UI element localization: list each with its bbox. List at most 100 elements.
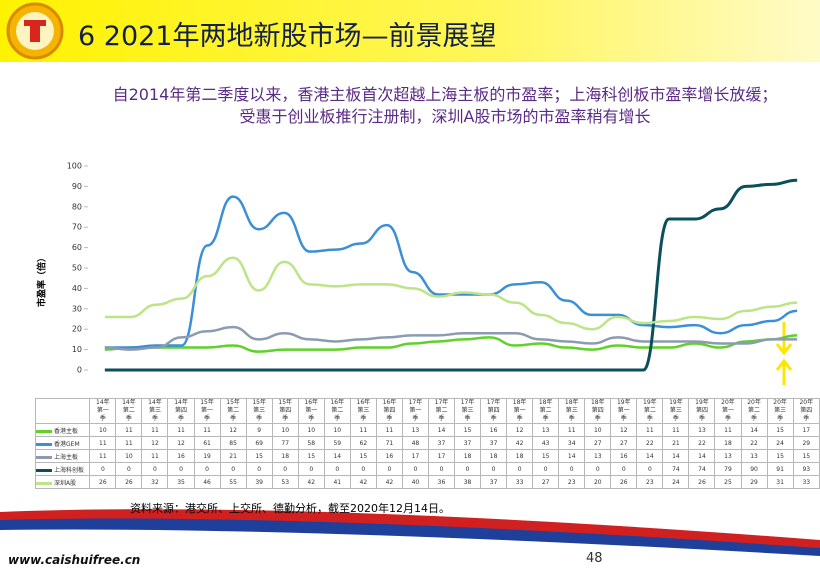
- table-value: 79: [714, 462, 742, 476]
- x-tick-label: 20年第三季: [766, 398, 794, 424]
- y-tick-label: 90: [72, 182, 82, 191]
- x-tick-label: 16年第三季: [349, 398, 377, 424]
- table-value: 43: [532, 436, 560, 450]
- header-bar: [0, 0, 820, 62]
- table-value: 9: [245, 423, 273, 437]
- table-value: 37: [427, 436, 456, 450]
- table-value: 33: [506, 475, 534, 489]
- y-tick-label: 60: [72, 243, 82, 252]
- table-value: 11: [115, 423, 143, 437]
- table-value: 13: [714, 449, 742, 463]
- series-line: [104, 256, 798, 331]
- table-row: 香港GEM 11 11 12 12 61 85 69 77 58 59 62 71 48 37 37 37 42 4…: [34, 436, 820, 450]
- legend-entry: 上海科创板: [34, 462, 91, 476]
- table-value: 37: [480, 475, 508, 489]
- table-value: 21: [662, 436, 690, 450]
- table-value: 22: [740, 436, 768, 450]
- table-value: 21: [219, 449, 247, 463]
- x-tick-label: 14年第三季: [141, 398, 169, 424]
- series-line: [104, 195, 798, 349]
- table-value: 14: [688, 449, 716, 463]
- series-line: [104, 178, 798, 372]
- x-tick-label: 18年第三季: [558, 398, 586, 424]
- table-value: 17: [792, 423, 820, 437]
- table-value: 0: [584, 462, 612, 476]
- footer-url: www.caishuifree.cn: [8, 553, 141, 567]
- table-value: 42: [375, 475, 403, 489]
- legend-entry: 深圳A股: [34, 475, 91, 489]
- table-value: 35: [167, 475, 195, 489]
- table-value: 12: [610, 423, 638, 437]
- legend-label: 香港GEM: [54, 440, 80, 448]
- table-value: 10: [323, 423, 351, 437]
- table-value: 0: [480, 462, 508, 476]
- table-value: 12: [141, 436, 169, 450]
- table-value: 15: [766, 423, 794, 437]
- arrows: [775, 322, 793, 385]
- table-value: 0: [89, 462, 117, 476]
- logo: [6, 2, 64, 60]
- slide-title: 6 2021年两地新股市场—前景展望: [78, 21, 497, 52]
- y-tick-label: 40: [72, 284, 82, 293]
- table-value: 11: [89, 436, 117, 450]
- table-value: 0: [401, 462, 429, 476]
- y-tick-label: 100: [67, 162, 82, 171]
- table-value: 24: [662, 475, 690, 489]
- table-value: 0: [245, 462, 273, 476]
- table-value: 11: [662, 423, 690, 437]
- x-tick-label: 17年第一季: [401, 398, 429, 424]
- table-value: 58: [297, 436, 325, 450]
- table-value: 17: [427, 449, 456, 463]
- table-value: 55: [219, 475, 247, 489]
- table-value: 26: [610, 475, 638, 489]
- table-value: 77: [271, 436, 299, 450]
- table-value: 23: [636, 475, 664, 489]
- table-value: 18: [480, 449, 508, 463]
- table-corner: [34, 398, 91, 424]
- table-value: 15: [245, 449, 273, 463]
- table-value: 11: [375, 423, 403, 437]
- table-value: 15: [349, 449, 377, 463]
- legend-label: 深圳A股: [54, 479, 77, 487]
- table-value: 22: [688, 436, 716, 450]
- table-value: 11: [193, 423, 221, 437]
- legend-label: 上海科创板: [54, 466, 85, 474]
- table-value: 11: [141, 423, 169, 437]
- table-value: 18: [271, 449, 299, 463]
- table-value: 61: [193, 436, 221, 450]
- y-tick-label: 20: [72, 325, 82, 334]
- table-value: 0: [115, 462, 143, 476]
- table-value: 10: [271, 423, 299, 437]
- table-value: 0: [558, 462, 586, 476]
- legend-entry: 上海主板: [34, 449, 91, 463]
- table-value: 42: [349, 475, 377, 489]
- table-value: 0: [506, 462, 534, 476]
- table-row: 上海主板 11 10 11 16 19 21 15 18 15 14 15 16 17 17 18 18 18 15…: [34, 449, 820, 463]
- y-tick-label: 50: [72, 264, 82, 273]
- table-value: 0: [349, 462, 377, 476]
- y-tick-label: 30: [72, 304, 82, 313]
- x-tick-label: 14年第四季: [167, 398, 195, 424]
- table-value: 29: [740, 475, 768, 489]
- table-value: 15: [532, 449, 560, 463]
- x-tick-label: 19年第一季: [610, 398, 638, 424]
- table-header-row: 14年第一季 14年第二季 14年第三季 14年第四季 15年第一季 15年第二季 15年第…: [34, 398, 820, 424]
- x-tick-label: 20年第二季: [740, 398, 768, 424]
- table-value: 26: [89, 475, 117, 489]
- table-value: 20: [584, 475, 612, 489]
- table-value: 85: [219, 436, 247, 450]
- source-note: 资料来源：港交所、上交所、德勤分析，截至2020年12月14日。: [130, 502, 450, 515]
- y-tick-label: 70: [72, 223, 82, 232]
- y-tick-label: 10: [72, 345, 82, 354]
- table-value: 15: [453, 423, 482, 437]
- table-value: 17: [401, 449, 429, 463]
- table-value: 14: [636, 449, 664, 463]
- table-value: 15: [766, 449, 794, 463]
- table-row: 香港主板 10 11 11 11 11 12 9 10 10 10 11 11 13 14 15 16 12 13 1…: [34, 423, 820, 437]
- table-value: 0: [375, 462, 403, 476]
- table-value: 71: [375, 436, 403, 450]
- y-tick-label: 80: [72, 202, 82, 211]
- series-line: [104, 334, 798, 353]
- table-value: 13: [688, 423, 716, 437]
